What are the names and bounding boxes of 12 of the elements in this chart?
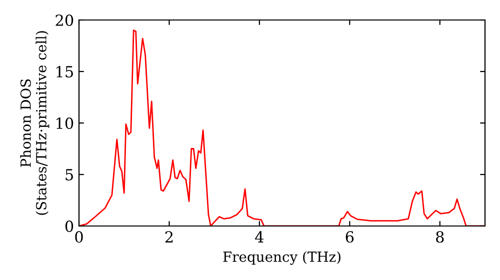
y-tick-label: 0: [65, 220, 74, 232]
y-tick-label: 15: [56, 66, 73, 78]
y-axis-title: Phonon DOS (States/THz·primitive cell): [20, 31, 50, 215]
x-tick-label: 4: [255, 231, 264, 242]
x-tick-label: 6: [346, 231, 354, 243]
x-tick-label: 0: [75, 231, 83, 243]
x-axis-title: Frequency (THz): [223, 251, 340, 265]
y-tick-label: 20: [56, 14, 74, 26]
x-tick-label: 2: [165, 231, 173, 242]
y-tick-label: 10: [56, 117, 74, 130]
x-tick-label: 8: [436, 231, 444, 243]
y-tick-label: 5: [66, 169, 73, 181]
